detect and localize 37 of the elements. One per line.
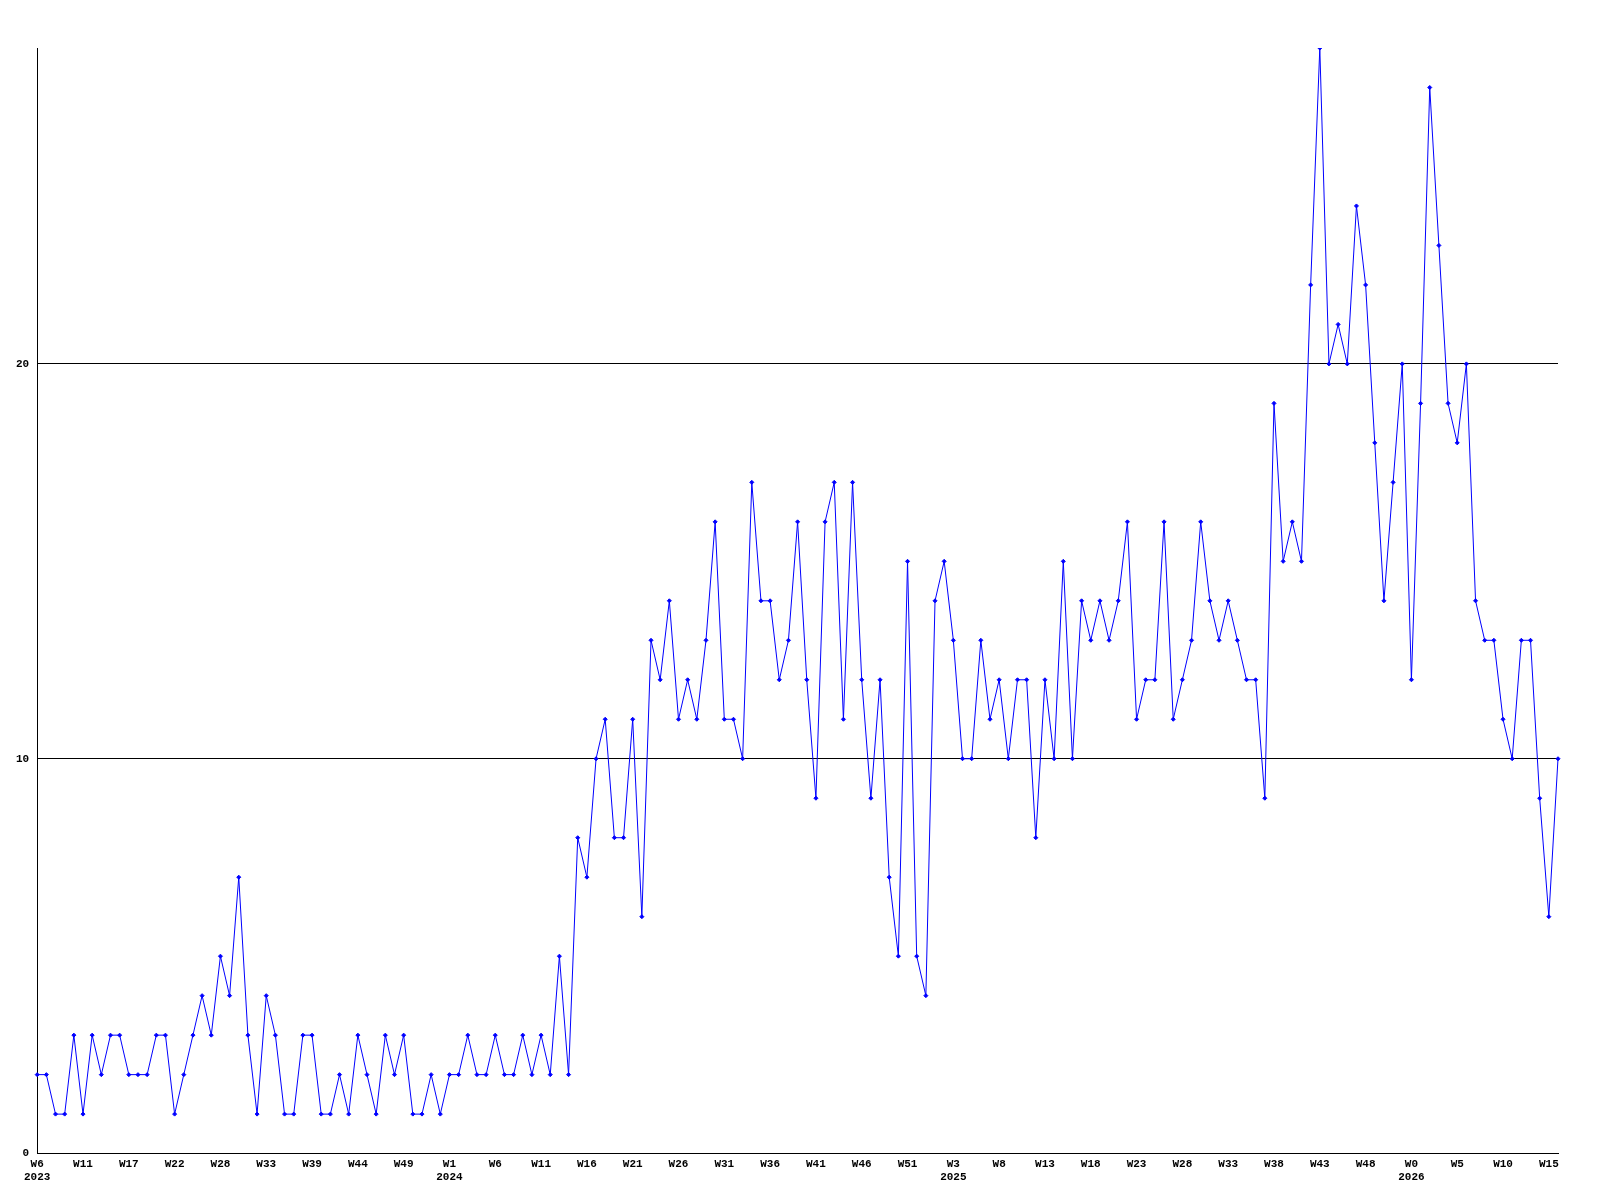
x-tick-label: W1 2024 bbox=[436, 1157, 464, 1184]
x-tick-label: W28 bbox=[210, 1157, 231, 1170]
x-tick-label: W26 bbox=[668, 1157, 689, 1170]
x-tick-label: W21 bbox=[622, 1157, 643, 1170]
x-tick-label: W11 bbox=[73, 1157, 94, 1170]
y-tick-label: 0 bbox=[22, 1147, 30, 1160]
x-tick-label: W10 bbox=[1493, 1157, 1513, 1170]
x-tick-label: W23 bbox=[1126, 1157, 1147, 1170]
x-tick-label: W44 bbox=[347, 1157, 369, 1170]
x-tick-label: W39 bbox=[302, 1157, 322, 1170]
x-tick-label: W31 bbox=[714, 1157, 735, 1170]
x-tick-label: W17 bbox=[118, 1157, 139, 1170]
x-tick-label: W15 bbox=[1538, 1157, 1560, 1170]
x-tick-label: W6 bbox=[488, 1157, 502, 1170]
x-tick-label: W0 2026 bbox=[1398, 1157, 1425, 1184]
x-tick-label: W13 bbox=[1035, 1157, 1056, 1170]
y-tick-label: 20 bbox=[16, 357, 30, 370]
x-tick-label: W28 bbox=[1172, 1157, 1193, 1170]
x-tick-label: W49 bbox=[393, 1157, 414, 1170]
x-tick-label: W33 bbox=[256, 1157, 277, 1170]
x-tick-label: W51 bbox=[897, 1157, 918, 1170]
x-tick-label: W16 bbox=[576, 1157, 597, 1170]
x-tick-label: W43 bbox=[1309, 1157, 1331, 1170]
x-tick-label: W22 bbox=[164, 1157, 185, 1170]
x-tick-label: W6 2023 bbox=[24, 1157, 51, 1184]
x-tick-label: W3 2025 bbox=[940, 1157, 967, 1184]
x-tick-label: W11 bbox=[531, 1157, 552, 1170]
y-tick-label: 10 bbox=[16, 752, 30, 765]
x-tick-label: W36 bbox=[760, 1157, 781, 1170]
x-tick-label: W33 bbox=[1218, 1157, 1239, 1170]
x-tick-label: W48 bbox=[1355, 1157, 1376, 1170]
x-tick-label: W8 bbox=[992, 1157, 1007, 1170]
x-tick-label: W5 bbox=[1450, 1157, 1465, 1170]
x-tick-label: W18 bbox=[1080, 1157, 1102, 1170]
x-tick-label: W46 bbox=[851, 1157, 872, 1170]
x-tick-label: W38 bbox=[1264, 1157, 1285, 1170]
x-tick-label: W41 bbox=[806, 1157, 827, 1170]
